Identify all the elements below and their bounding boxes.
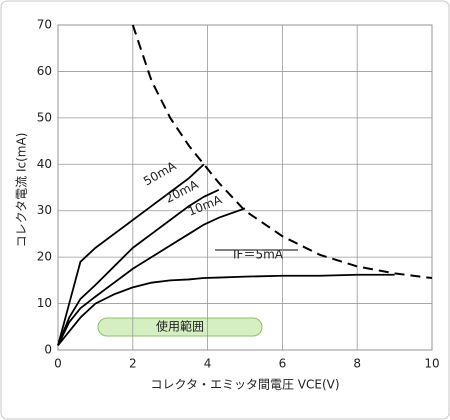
x-axis-title: コレクタ・エミッタ間電圧 VCE(V) (150, 378, 339, 392)
x-tick-label: 2 (129, 357, 137, 371)
series-line (57, 273, 395, 346)
y-tick-label: 30 (37, 203, 52, 217)
y-tick-label: 20 (37, 250, 52, 264)
series-line (131, 24, 433, 280)
series-line (57, 207, 246, 346)
x-tick-label: 0 (54, 357, 62, 371)
x-tick-label: 10 (424, 357, 439, 371)
x-tick-label: 4 (204, 357, 212, 371)
y-tick-label: 60 (37, 64, 52, 78)
y-axis-title: コレクタ電流 Ic(mA) (15, 133, 29, 248)
series-line (57, 163, 205, 346)
range-box (97, 317, 263, 337)
y-tick-label: 40 (37, 157, 52, 171)
series-line (57, 189, 220, 346)
y-tick-label: 50 (37, 110, 52, 124)
x-tick-label: 8 (353, 357, 361, 371)
y-tick-label: 10 (37, 296, 52, 310)
annotation: 使用範囲 (156, 319, 204, 334)
y-tick-label: 0 (44, 343, 52, 357)
x-tick-label: 6 (279, 357, 287, 371)
y-tick-label: 70 (37, 18, 52, 32)
series-label: IF＝5mA (233, 248, 284, 262)
